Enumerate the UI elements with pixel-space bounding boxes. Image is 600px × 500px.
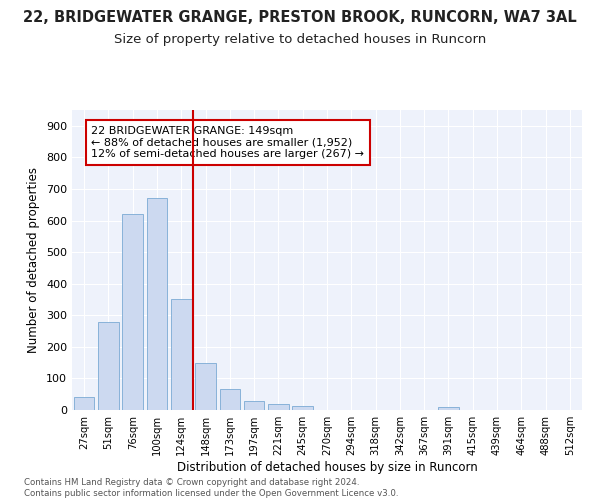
Y-axis label: Number of detached properties: Number of detached properties [28,167,40,353]
Text: Contains HM Land Registry data © Crown copyright and database right 2024.
Contai: Contains HM Land Registry data © Crown c… [24,478,398,498]
Bar [74,396,94,410]
Bar [244,400,265,410]
Bar [98,322,119,410]
Text: 22, BRIDGEWATER GRANGE, PRESTON BROOK, RUNCORN, WA7 3AL: 22, BRIDGEWATER GRANGE, PRESTON BROOK, R… [23,10,577,25]
Bar [122,214,143,410]
Bar [438,407,459,410]
Bar [195,364,216,410]
Bar [171,300,191,410]
Text: Size of property relative to detached houses in Runcorn: Size of property relative to detached ho… [114,32,486,46]
X-axis label: Distribution of detached houses by size in Runcorn: Distribution of detached houses by size … [176,461,478,474]
Bar [268,404,289,410]
Bar [220,390,240,410]
Bar [146,198,167,410]
Text: 22 BRIDGEWATER GRANGE: 149sqm
← 88% of detached houses are smaller (1,952)
12% o: 22 BRIDGEWATER GRANGE: 149sqm ← 88% of d… [91,126,364,159]
Bar [292,406,313,410]
